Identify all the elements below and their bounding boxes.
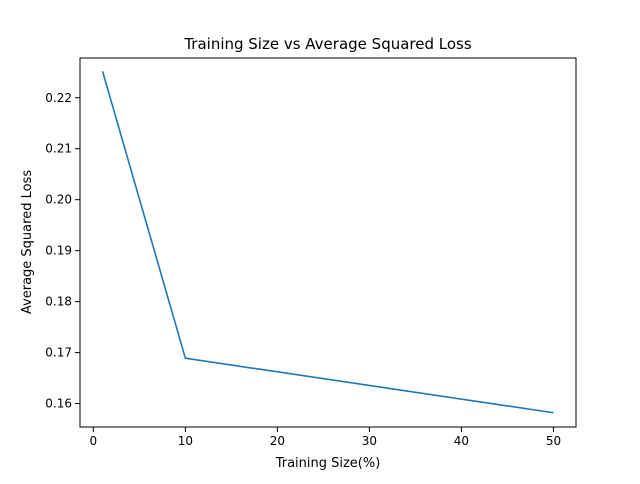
y-axis-label: Average Squared Loss [20, 170, 35, 314]
x-tick-label: 0 [90, 434, 98, 448]
x-tick-label: 20 [270, 434, 285, 448]
y-tick-label: 0.17 [45, 346, 72, 360]
y-tick-label: 0.20 [45, 193, 72, 207]
y-tick-label: 0.16 [45, 397, 72, 411]
x-tick-label: 50 [546, 434, 561, 448]
y-tick-label: 0.21 [45, 142, 72, 156]
y-tick-label: 0.18 [45, 295, 72, 309]
y-tick-label: 0.19 [45, 244, 72, 258]
x-tick-label: 30 [362, 434, 377, 448]
x-axis-label: Training Size(%) [275, 456, 381, 471]
chart-title: Training Size vs Average Squared Loss [183, 35, 472, 53]
y-tick-label: 0.22 [45, 91, 72, 105]
x-tick-label: 10 [178, 434, 193, 448]
x-tick-label: 40 [454, 434, 469, 448]
